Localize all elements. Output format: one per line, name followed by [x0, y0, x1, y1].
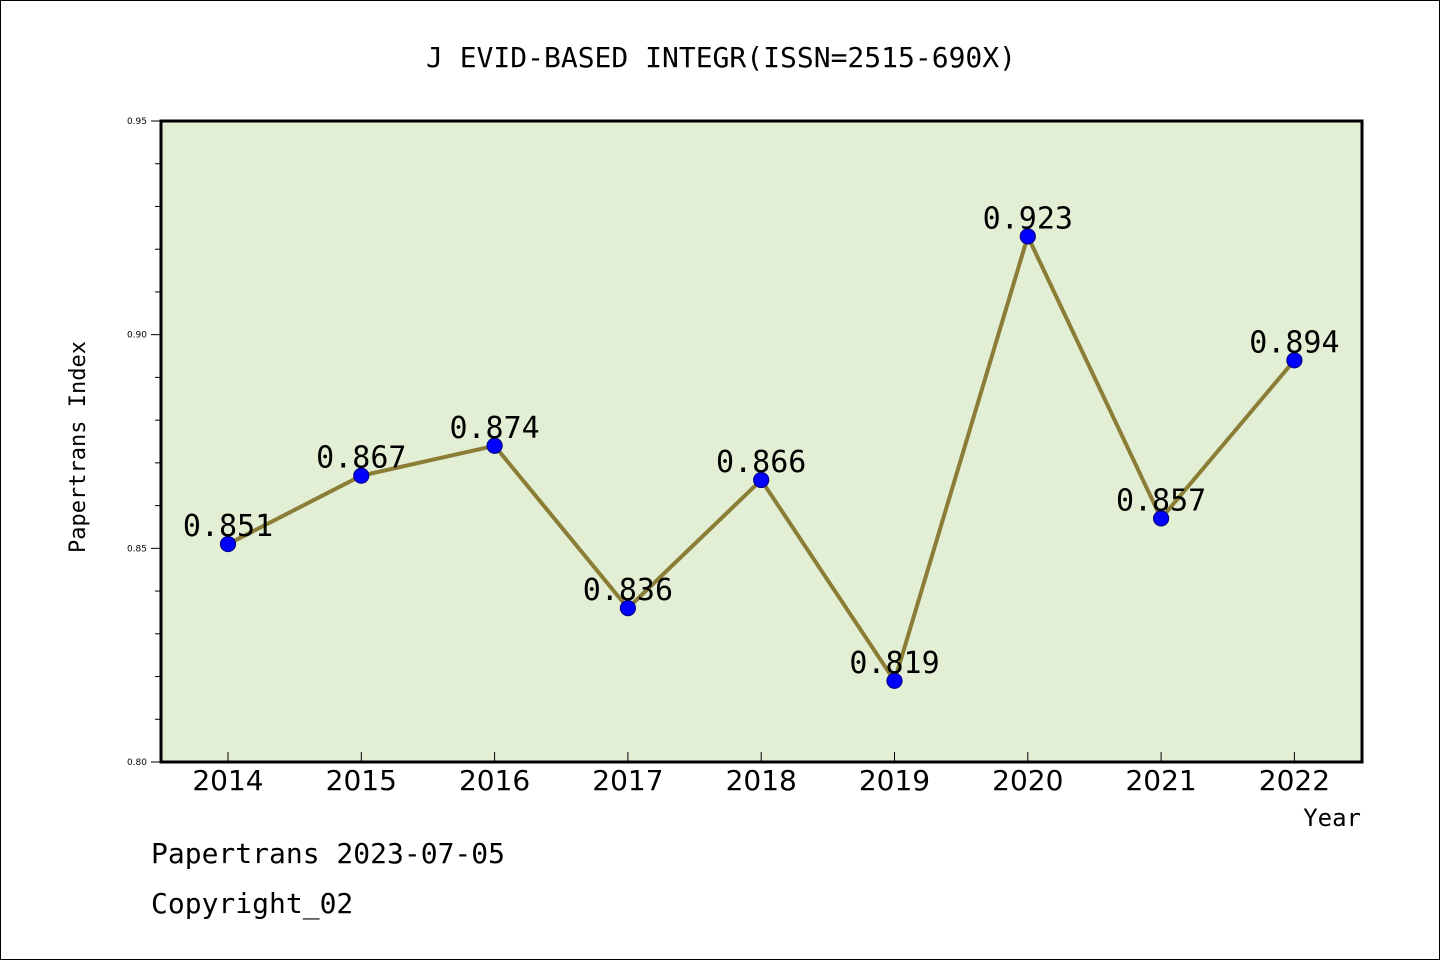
- y-tick-label: 0.90: [127, 331, 147, 341]
- y-tick-label: 0.95: [127, 117, 147, 127]
- footer-date: Papertrans 2023-07-05: [151, 837, 506, 870]
- data-point: [486, 437, 503, 454]
- data-point: [353, 467, 370, 484]
- data-point: [886, 672, 903, 689]
- y-axis: 0.80 0.85 0.90 0.95: [127, 117, 161, 768]
- data-label: 0.857: [1116, 483, 1206, 518]
- data-label: 0.819: [849, 646, 939, 681]
- x-tick-label: 2015: [326, 764, 397, 797]
- x-tick-label: 2016: [459, 764, 530, 797]
- data-labels: 0.851 0.867 0.874 0.836 0.866 0.819 0.923 0.857…: [183, 201, 1340, 680]
- data-label: 0.894: [1249, 325, 1339, 360]
- data-point: [619, 600, 637, 617]
- x-axis-label: Year: [1303, 804, 1361, 832]
- series-markers: [219, 228, 1303, 689]
- x-tick-label: 2022: [1259, 764, 1330, 797]
- data-label: 0.851: [183, 509, 273, 544]
- plot-area: [159, 119, 1364, 764]
- x-tick-label: 2019: [859, 764, 930, 797]
- x-tick-label: 2020: [992, 764, 1063, 797]
- y-axis-label: Papertrans Index: [66, 341, 91, 553]
- data-label: 0.867: [316, 441, 406, 476]
- data-label: 0.866: [716, 445, 806, 480]
- x-tick-label: 2014: [192, 764, 263, 797]
- data-label: 0.836: [583, 573, 673, 608]
- data-point: [753, 471, 770, 489]
- y-tick-label: 0.85: [127, 544, 147, 554]
- data-label: 0.874: [449, 411, 539, 446]
- data-point: [219, 535, 237, 553]
- x-tick-label: 2018: [726, 764, 797, 797]
- data-label: 0.923: [983, 201, 1073, 236]
- data-point: [1286, 352, 1303, 369]
- chart-title: J EVID-BASED INTEGR(ISSN=2515-690X): [426, 41, 1016, 74]
- x-tick-label: 2021: [1125, 764, 1196, 797]
- x-tick-label: 2017: [592, 764, 663, 797]
- data-point: [1152, 510, 1170, 527]
- footer-copyright: Copyright_02: [151, 887, 354, 920]
- x-axis: 2014 2015 2016 2017 2018 2019 2020 2021 2022: [192, 752, 1330, 797]
- data-point: [1019, 228, 1036, 245]
- y-tick-label: 0.80: [127, 758, 147, 768]
